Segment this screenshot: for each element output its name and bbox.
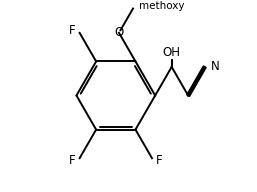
Text: N: N [211, 60, 220, 73]
Text: F: F [69, 24, 76, 37]
Text: O: O [114, 26, 124, 39]
Text: OH: OH [163, 46, 181, 59]
Text: methoxy: methoxy [139, 1, 185, 11]
Text: F: F [69, 154, 76, 167]
Text: F: F [156, 154, 162, 167]
